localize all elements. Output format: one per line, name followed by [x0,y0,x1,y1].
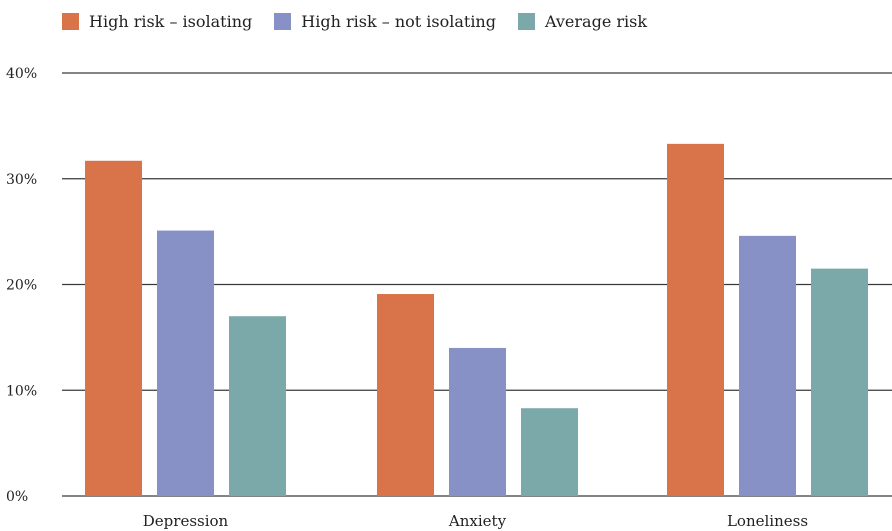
legend-swatch-high-risk-not-isolating [274,12,292,30]
y-tick-label: 10% [6,383,37,399]
bar-anxiety-series-2 [449,347,506,496]
x-tick-label: Anxiety [448,512,507,530]
legend-swatch-high-risk-isolating [62,12,79,30]
bar-depression-series-2 [157,230,214,496]
bar-loneliness-series-1 [667,143,724,497]
legend-item-high-risk-not-isolating: High risk – not isolating [274,12,496,31]
bar-loneliness-series-3 [811,268,868,496]
bar-anxiety-series-3 [521,408,578,496]
legend-label-average-risk: Average risk [544,11,648,31]
legend-item-average-risk: Average risk [517,11,648,31]
legend-item-high-risk-isolating: High risk – isolating [62,12,252,31]
axis-labels: 0% 10% 20% 30% 40% Depression Anxiety Lonelines… [6,66,808,530]
y-tick-label: 0% [6,489,28,505]
y-tick-label: 30% [6,172,37,188]
legend-label-high-risk-isolating: High risk – isolating [89,11,253,31]
bar-depression-series-1 [85,160,142,496]
y-tick-label: 40% [6,66,37,82]
bar-anxiety-series-1 [377,294,434,496]
x-tick-label: Depression [143,512,229,530]
bars [85,143,868,497]
legend-swatch-average-risk [517,12,535,30]
y-tick-label: 20% [6,278,37,294]
legend: High risk – isolating High risk – not is… [62,8,647,34]
x-tick-label: Loneliness [727,512,808,530]
bar-loneliness-series-2 [739,235,796,497]
legend-label-high-risk-not-isolating: High risk – not isolating [301,11,496,31]
bar-depression-series-3 [229,316,286,496]
